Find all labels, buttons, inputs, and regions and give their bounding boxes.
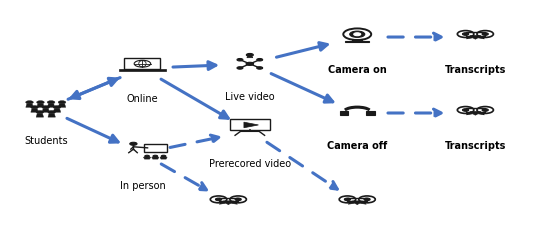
Polygon shape xyxy=(53,109,61,113)
Polygon shape xyxy=(47,104,55,108)
Circle shape xyxy=(48,111,55,114)
Circle shape xyxy=(482,34,488,36)
Text: Students: Students xyxy=(24,136,67,146)
Polygon shape xyxy=(48,114,55,118)
Circle shape xyxy=(145,155,150,158)
Circle shape xyxy=(130,143,137,146)
Bar xyxy=(124,59,161,70)
Text: Transcripts: Transcripts xyxy=(445,140,506,150)
Circle shape xyxy=(26,101,33,104)
Circle shape xyxy=(246,63,254,66)
Bar xyxy=(144,144,167,153)
Circle shape xyxy=(257,67,262,70)
Circle shape xyxy=(42,106,50,109)
Circle shape xyxy=(58,101,66,104)
Polygon shape xyxy=(42,109,49,113)
Circle shape xyxy=(247,54,253,57)
Polygon shape xyxy=(160,157,167,159)
Circle shape xyxy=(215,198,221,201)
Bar xyxy=(352,39,362,41)
Polygon shape xyxy=(152,157,159,159)
Circle shape xyxy=(161,155,166,158)
Circle shape xyxy=(153,155,158,158)
Bar xyxy=(340,111,348,116)
Bar xyxy=(345,41,369,43)
Bar xyxy=(367,111,375,116)
Polygon shape xyxy=(466,112,484,116)
Circle shape xyxy=(235,198,241,201)
Circle shape xyxy=(53,106,61,109)
Circle shape xyxy=(482,109,488,112)
Bar xyxy=(347,198,367,201)
Circle shape xyxy=(47,101,55,104)
Text: In person: In person xyxy=(119,180,165,190)
Bar xyxy=(119,70,165,71)
Circle shape xyxy=(463,34,469,36)
Polygon shape xyxy=(58,104,66,108)
Bar xyxy=(219,198,238,201)
Circle shape xyxy=(37,101,44,104)
Text: Transcripts: Transcripts xyxy=(445,64,506,74)
Polygon shape xyxy=(31,109,38,113)
Circle shape xyxy=(364,198,370,201)
Polygon shape xyxy=(219,201,237,205)
Text: Camera on: Camera on xyxy=(328,64,387,74)
Circle shape xyxy=(257,59,262,62)
Polygon shape xyxy=(36,114,44,118)
Bar xyxy=(230,120,270,130)
Circle shape xyxy=(354,34,361,37)
Polygon shape xyxy=(26,104,33,108)
Circle shape xyxy=(463,109,469,112)
Text: Camera off: Camera off xyxy=(327,140,387,150)
Text: Online: Online xyxy=(127,94,158,104)
Polygon shape xyxy=(144,157,151,159)
Polygon shape xyxy=(247,57,253,58)
Circle shape xyxy=(237,59,243,62)
Text: Live video: Live video xyxy=(225,91,275,101)
Circle shape xyxy=(36,111,44,114)
Circle shape xyxy=(344,198,351,201)
Polygon shape xyxy=(466,37,484,40)
Text: Prerecored video: Prerecored video xyxy=(209,158,291,168)
Circle shape xyxy=(237,67,243,70)
Bar xyxy=(466,109,485,112)
Polygon shape xyxy=(37,104,44,108)
Bar xyxy=(466,33,485,37)
Polygon shape xyxy=(348,201,366,205)
Polygon shape xyxy=(244,123,259,128)
Circle shape xyxy=(350,32,365,38)
Circle shape xyxy=(31,106,38,109)
